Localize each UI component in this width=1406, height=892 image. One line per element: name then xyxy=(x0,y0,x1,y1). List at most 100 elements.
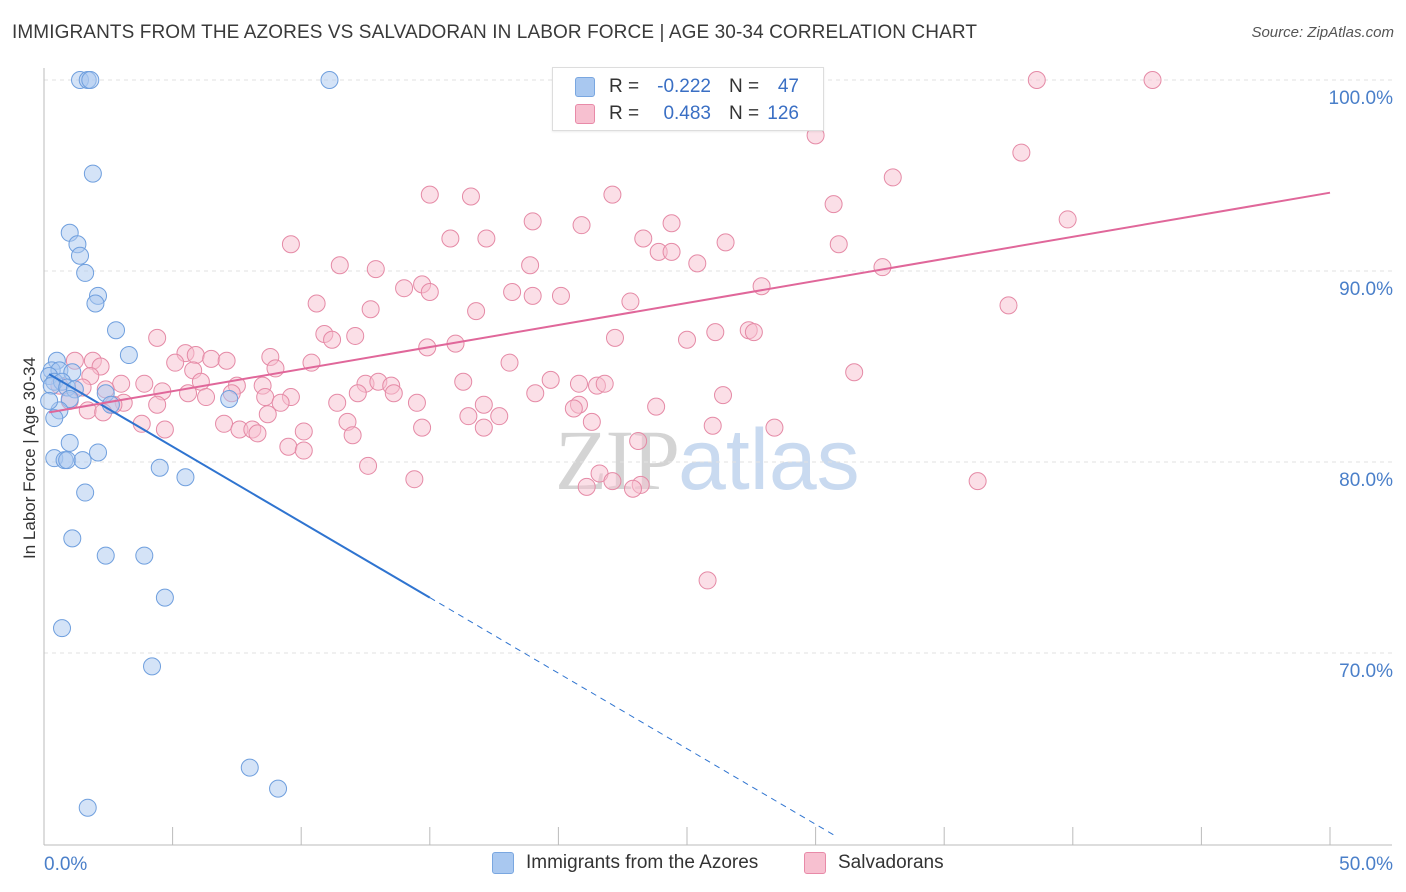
salvadoran-point xyxy=(395,279,414,298)
azores-point xyxy=(96,546,115,565)
series-legend-salvadorans[interactable]: Salvadorans xyxy=(804,852,944,874)
salvadoran-point xyxy=(328,393,347,412)
y-axis-label: In Labor Force | Age 30-34 xyxy=(20,357,39,559)
salvadoran-point xyxy=(968,472,987,491)
salvadoran-point xyxy=(454,372,473,391)
azores-point xyxy=(63,529,82,548)
salvadoran-point xyxy=(407,393,426,412)
salvadoran-point xyxy=(765,418,784,437)
salvadoran-point xyxy=(714,386,733,405)
salvadoran-point xyxy=(1012,143,1031,162)
chart-source: Source: ZipAtlas.com xyxy=(1251,24,1394,41)
salvadoran-point xyxy=(258,405,277,424)
azores-point xyxy=(135,546,154,565)
salvadoran-point xyxy=(459,407,478,426)
salvadoran-point xyxy=(999,296,1018,315)
axes xyxy=(43,68,1392,846)
salvadoran-point xyxy=(467,302,486,321)
salvadoran-point xyxy=(523,212,542,231)
salvadoran-point xyxy=(477,229,496,248)
salvadoran-point xyxy=(405,470,424,489)
salvadoran-point xyxy=(359,456,378,475)
azores-point xyxy=(107,321,126,340)
stats-legend: R = -0.222 N = 47 R = 0.483 N = 126 xyxy=(552,67,824,131)
salvadoran-point xyxy=(366,260,385,279)
salvadoran-point xyxy=(148,395,167,414)
salvadoran-point xyxy=(294,441,313,460)
salvadoran-point xyxy=(135,374,154,393)
data-points xyxy=(40,71,1162,817)
salvadoran-point xyxy=(1058,210,1077,229)
y-tick-label: 100.0% xyxy=(1329,88,1394,109)
salvadoran-point xyxy=(323,330,342,349)
salvadoran-point xyxy=(441,229,460,248)
salvadoran-point xyxy=(621,292,640,311)
salvadoran-point xyxy=(346,326,365,345)
salvadoran-point xyxy=(500,353,519,372)
y-tick-label: 70.0% xyxy=(1339,661,1393,682)
azores-point xyxy=(220,389,239,408)
salvadoran-point xyxy=(197,388,216,407)
salvadoran-point xyxy=(420,283,439,302)
salvadoran-point xyxy=(752,277,771,296)
salvadoran-point xyxy=(523,286,542,305)
series-label-azores: Immigrants from the Azores xyxy=(526,852,759,873)
salvadoran-point xyxy=(503,283,522,302)
azores-point xyxy=(60,433,79,452)
salvadoran-point xyxy=(569,374,588,393)
salvadoran-point xyxy=(148,328,167,347)
salvadoran-point xyxy=(716,233,735,252)
y-tick-label: 90.0% xyxy=(1339,279,1393,300)
salvadoran-point xyxy=(112,374,131,393)
azores-point xyxy=(81,71,100,89)
gridlines xyxy=(44,79,1392,654)
azores-point xyxy=(78,798,97,817)
azores-point xyxy=(119,346,138,365)
azores-point xyxy=(60,389,79,408)
salvadoran-point xyxy=(217,351,236,370)
salvadoran-point xyxy=(132,414,151,433)
salvadoran-point xyxy=(688,254,707,273)
salvadoran-point xyxy=(662,214,681,233)
azores-point xyxy=(53,619,72,638)
salvadoran-point xyxy=(629,431,648,450)
salvadoran-point xyxy=(420,185,439,204)
salvadoran-point xyxy=(474,395,493,414)
salvadoran-point xyxy=(271,393,290,412)
legend-r-value: 0.483 xyxy=(663,103,711,124)
legend-n-value: 126 xyxy=(767,103,799,124)
azores-point xyxy=(89,443,108,462)
salvadoran-point xyxy=(829,235,848,254)
azores-point xyxy=(58,451,77,470)
salvadoran-point xyxy=(343,426,362,445)
tick-labels: 100.0% 90.0% 80.0% 70.0% 0.0% 50.0% xyxy=(44,88,1393,875)
salvadoran-point xyxy=(521,256,540,275)
legend-n-value: 47 xyxy=(777,76,799,97)
azores-point xyxy=(83,164,102,183)
salvadoran-point xyxy=(541,370,560,389)
salvadoran-trend-line xyxy=(48,191,1331,414)
legend-row-azores: R = -0.222 N = 47 xyxy=(575,74,799,100)
salvadoran-point xyxy=(595,374,614,393)
salvadoran-point xyxy=(603,472,622,491)
azores-point xyxy=(86,294,105,313)
azores-point xyxy=(155,588,174,607)
salvadoran-point xyxy=(348,384,367,403)
series-legend-azores[interactable]: Immigrants from the Azores xyxy=(492,852,758,874)
legend-row-salvadorans: R = 0.483 N = 126 xyxy=(575,101,799,127)
salvadoran-point xyxy=(662,242,681,261)
salvadoran-point xyxy=(307,294,326,313)
salvadoran-point xyxy=(461,187,480,206)
trend-lines xyxy=(48,191,1331,837)
salvadoran-point xyxy=(623,479,642,498)
salvadoran-point xyxy=(647,397,666,416)
salvadoran-point xyxy=(1143,71,1162,89)
legend-swatch-salvadorans xyxy=(575,104,595,124)
salvadoran-point xyxy=(582,412,601,431)
salvadoran-point xyxy=(845,363,864,382)
azores-point xyxy=(320,71,339,89)
legend-r-value: -0.222 xyxy=(657,76,711,97)
salvadoran-point xyxy=(572,216,591,235)
salvadoran-point xyxy=(361,300,380,319)
y-tick-label: 80.0% xyxy=(1339,470,1393,491)
